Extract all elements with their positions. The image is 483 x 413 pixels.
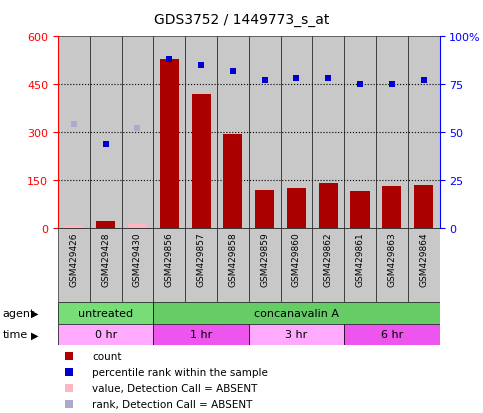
- Bar: [344, 228, 376, 303]
- Bar: [90, 228, 122, 303]
- Text: ▶: ▶: [31, 308, 39, 318]
- Text: concanavalin A: concanavalin A: [254, 308, 339, 318]
- Text: GSM429862: GSM429862: [324, 232, 333, 287]
- Bar: [281, 37, 313, 228]
- Bar: [344, 324, 440, 345]
- Bar: [255, 190, 274, 228]
- Text: GSM429858: GSM429858: [228, 232, 237, 287]
- Bar: [96, 221, 115, 228]
- Text: 3 hr: 3 hr: [285, 330, 308, 339]
- Bar: [58, 37, 90, 228]
- Bar: [249, 228, 281, 303]
- Bar: [154, 303, 440, 324]
- Text: GSM429860: GSM429860: [292, 232, 301, 287]
- Text: GSM429861: GSM429861: [355, 232, 365, 287]
- Bar: [351, 192, 369, 228]
- Bar: [249, 37, 281, 228]
- Bar: [128, 225, 147, 228]
- Text: 1 hr: 1 hr: [190, 330, 212, 339]
- Text: ▶: ▶: [31, 330, 39, 339]
- Bar: [160, 59, 179, 228]
- Text: GSM429428: GSM429428: [101, 232, 110, 286]
- Text: GSM429864: GSM429864: [419, 232, 428, 287]
- Text: time: time: [2, 330, 28, 339]
- Bar: [376, 228, 408, 303]
- Text: GSM429856: GSM429856: [165, 232, 174, 287]
- Bar: [217, 228, 249, 303]
- Bar: [90, 37, 122, 228]
- Bar: [64, 225, 84, 228]
- Text: GSM429859: GSM429859: [260, 232, 269, 287]
- Bar: [191, 95, 211, 228]
- Bar: [313, 37, 344, 228]
- Bar: [408, 37, 440, 228]
- Bar: [58, 228, 90, 303]
- Bar: [344, 37, 376, 228]
- Bar: [408, 228, 440, 303]
- Text: value, Detection Call = ABSENT: value, Detection Call = ABSENT: [92, 384, 257, 394]
- Bar: [376, 37, 408, 228]
- Bar: [383, 187, 401, 228]
- Bar: [223, 134, 242, 228]
- Text: agent: agent: [2, 308, 35, 318]
- Bar: [122, 228, 154, 303]
- Text: GSM429430: GSM429430: [133, 232, 142, 287]
- Bar: [217, 37, 249, 228]
- Bar: [58, 303, 154, 324]
- Bar: [281, 228, 313, 303]
- Bar: [185, 228, 217, 303]
- Bar: [154, 324, 249, 345]
- Text: GSM429857: GSM429857: [197, 232, 206, 287]
- Text: GDS3752 / 1449773_s_at: GDS3752 / 1449773_s_at: [154, 13, 329, 27]
- Text: percentile rank within the sample: percentile rank within the sample: [92, 368, 268, 377]
- Text: rank, Detection Call = ABSENT: rank, Detection Call = ABSENT: [92, 399, 253, 409]
- Text: count: count: [92, 351, 122, 362]
- Bar: [414, 185, 433, 228]
- Bar: [58, 324, 154, 345]
- Bar: [154, 228, 185, 303]
- Text: GSM429426: GSM429426: [70, 232, 78, 286]
- Bar: [313, 228, 344, 303]
- Bar: [287, 188, 306, 228]
- Bar: [319, 184, 338, 228]
- Bar: [122, 37, 154, 228]
- Bar: [185, 37, 217, 228]
- Text: 6 hr: 6 hr: [381, 330, 403, 339]
- Text: untreated: untreated: [78, 308, 133, 318]
- Text: 0 hr: 0 hr: [95, 330, 117, 339]
- Bar: [249, 324, 344, 345]
- Bar: [154, 37, 185, 228]
- Text: GSM429863: GSM429863: [387, 232, 397, 287]
